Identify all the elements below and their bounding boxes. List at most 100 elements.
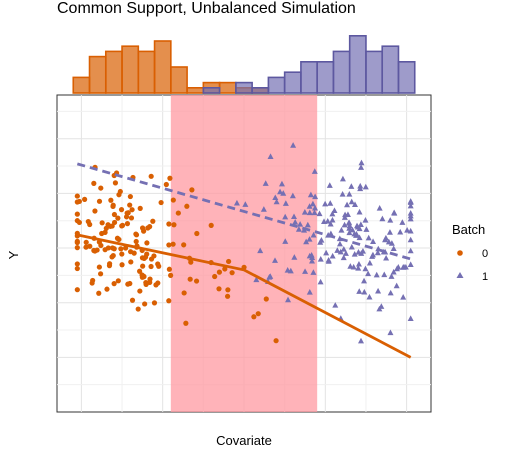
- point-batch-1: [379, 215, 386, 222]
- point-batch-0: [147, 224, 153, 230]
- point-batch-0: [125, 210, 131, 216]
- point-batch-0: [216, 269, 223, 275]
- point-batch-0: [184, 203, 190, 209]
- point-batch-0: [226, 258, 232, 265]
- x-axis-label: Covariate: [216, 433, 272, 448]
- point-batch-1: [361, 277, 368, 284]
- point-batch-0: [74, 239, 80, 246]
- point-batch-1: [304, 221, 311, 228]
- point-batch-1: [301, 209, 308, 215]
- point-batch-0: [74, 199, 80, 205]
- point-batch-1: [387, 329, 394, 336]
- histogram-bar-batch-0: [170, 66, 188, 94]
- point-batch-1: [400, 293, 407, 300]
- point-batch-1: [285, 296, 292, 303]
- point-batch-0: [96, 290, 102, 296]
- point-batch-0: [147, 279, 153, 285]
- point-batch-0: [133, 238, 139, 245]
- point-batch-0: [129, 297, 136, 303]
- point-batch-0: [273, 338, 279, 344]
- histogram-bar-batch-1: [251, 87, 270, 94]
- chart-title: Common Support, Unbalanced Simulation: [57, 0, 356, 17]
- point-batch-0: [142, 301, 148, 307]
- point-batch-0: [97, 271, 104, 277]
- histogram-bar-batch-0: [153, 40, 172, 94]
- histogram-bar-batch-1: [365, 50, 384, 94]
- point-batch-0: [83, 239, 89, 245]
- point-batch-0: [105, 222, 111, 228]
- point-batch-0: [124, 221, 131, 227]
- point-batch-0: [148, 263, 154, 270]
- point-batch-0: [96, 264, 102, 270]
- point-batch-1: [278, 180, 285, 187]
- point-batch-0: [255, 311, 261, 317]
- point-batch-1: [272, 194, 279, 201]
- point-batch-1: [407, 261, 414, 267]
- point-batch-1: [295, 226, 302, 232]
- point-batch-0: [119, 262, 125, 268]
- point-batch-0: [83, 244, 89, 250]
- point-batch-0: [166, 266, 172, 272]
- histogram-bar-batch-1: [397, 60, 416, 94]
- point-batch-0: [137, 268, 143, 274]
- point-batch-0: [98, 185, 104, 191]
- point-batch-0: [92, 208, 98, 214]
- point-batch-1: [334, 247, 341, 253]
- point-batch-1: [348, 243, 355, 250]
- histogram-bar-batch-0: [104, 50, 123, 94]
- point-batch-1: [348, 183, 355, 189]
- point-batch-0: [187, 276, 193, 282]
- point-batch-0: [115, 278, 121, 284]
- point-batch-0: [194, 230, 200, 237]
- point-batch-0: [175, 210, 181, 216]
- point-batch-1: [266, 273, 273, 280]
- point-batch-0: [85, 218, 91, 225]
- point-batch-1: [358, 164, 365, 170]
- point-batch-1: [297, 221, 304, 227]
- point-batch-0: [141, 228, 147, 234]
- scatter-points: [74, 142, 414, 344]
- point-batch-0: [150, 218, 156, 224]
- point-batch-1: [362, 216, 369, 223]
- point-batch-0: [106, 263, 113, 269]
- legend-key-batch-1: [456, 272, 464, 278]
- point-batch-1: [342, 211, 349, 218]
- point-batch-0: [140, 263, 146, 269]
- point-batch-0: [168, 272, 174, 278]
- point-batch-0: [188, 259, 194, 265]
- histogram-bar-batch-0: [186, 87, 205, 94]
- point-batch-1: [311, 168, 318, 174]
- point-batch-1: [386, 229, 393, 235]
- point-batch-0: [170, 197, 176, 203]
- point-batch-1: [233, 199, 240, 206]
- point-batch-1: [291, 254, 298, 260]
- point-batch-1: [316, 210, 323, 217]
- point-batch-1: [287, 267, 294, 274]
- point-batch-1: [369, 251, 376, 258]
- point-batch-0: [189, 187, 195, 193]
- point-batch-1: [393, 265, 400, 272]
- point-batch-0: [155, 280, 161, 286]
- point-batch-0: [148, 173, 154, 179]
- point-batch-0: [119, 251, 125, 257]
- point-batch-0: [92, 248, 98, 254]
- point-batch-0: [102, 229, 108, 235]
- point-batch-0: [263, 296, 269, 302]
- point-batch-0: [225, 287, 231, 293]
- point-batch-1: [391, 210, 398, 216]
- legend-title: Batch: [452, 222, 485, 237]
- point-batch-0: [111, 246, 117, 252]
- point-batch-0: [251, 314, 257, 320]
- point-batch-0: [163, 181, 169, 188]
- point-batch-0: [98, 242, 104, 249]
- point-batch-0: [139, 272, 145, 278]
- point-batch-1: [404, 227, 411, 233]
- point-batch-1: [350, 263, 357, 270]
- point-batch-1: [362, 265, 369, 272]
- point-batch-0: [193, 278, 200, 284]
- point-batch-1: [390, 245, 397, 252]
- point-batch-0: [119, 223, 125, 229]
- point-batch-1: [332, 302, 339, 308]
- point-batch-0: [170, 241, 176, 247]
- point-batch-0: [105, 245, 111, 251]
